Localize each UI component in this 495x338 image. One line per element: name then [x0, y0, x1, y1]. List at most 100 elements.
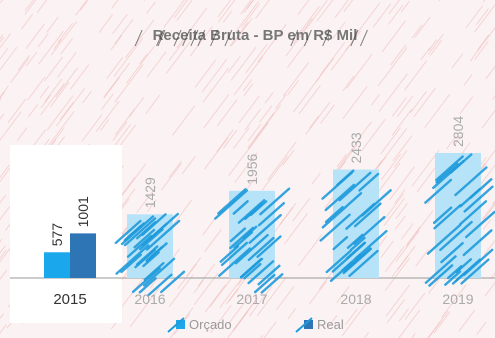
bar-hatch-stroke: [324, 183, 356, 212]
background-scribble: [49, 81, 70, 108]
background-scribble: [146, 199, 157, 212]
background-scribble: [0, 111, 22, 141]
background-scribble: [479, 164, 495, 187]
background-scribble: [216, 99, 238, 127]
bar-hatch-stroke: [259, 187, 291, 216]
background-scribble: [284, 213, 308, 245]
bar-hatch-stroke: [345, 241, 366, 260]
background-scribble: [428, 278, 440, 294]
bar-hatch-stroke: [325, 249, 352, 274]
bar-2015-orcado: [44, 252, 70, 278]
background-scribble: [163, 0, 185, 29]
background-scribble: [247, 112, 275, 149]
background-scribble: [244, 108, 262, 131]
background-scribble: [209, 278, 232, 308]
background-scribble: [243, 0, 255, 14]
bar-hatch-stroke: [143, 262, 165, 281]
background-scribble: [204, 229, 222, 253]
background-scribble: [409, 90, 428, 114]
background-scribble: [372, 3, 392, 28]
background-scribble: [106, 57, 123, 79]
background-scribble: [60, 38, 73, 55]
x-tick-label-2018: 2018: [340, 291, 371, 307]
bar-hatch-stroke: [237, 199, 266, 224]
background-scribble: [75, 0, 88, 16]
background-scribble: [7, 98, 27, 124]
background-scribble: [397, 255, 409, 271]
bar-hatch-stroke: [146, 273, 173, 297]
background-scribble: [398, 309, 421, 338]
background-scribble: [217, 0, 236, 23]
title-scribble: [157, 29, 166, 47]
chart-title: Receita Bruta - BP em R$ Mil: [153, 27, 358, 44]
background-scribble: [79, 0, 89, 11]
background-scribble: [119, 177, 136, 198]
background-scribble: [343, 0, 354, 12]
background-scribble: [371, 94, 380, 106]
background-scribble: [56, 88, 86, 127]
background-scribble: [394, 189, 406, 204]
background-scribble: [44, 110, 75, 151]
background-scribble: [59, 101, 74, 121]
bar-hatch-stroke: [136, 245, 159, 266]
background-scribble: [378, 73, 408, 112]
background-scribble: [384, 257, 410, 291]
background-scribble: [420, 47, 431, 61]
background-scribble: [193, 279, 205, 294]
background-scribble: [27, 76, 46, 101]
labels-group: 577 1001 2015 1429 2016 1956 2017 2433 2018 2804 2…: [49, 116, 474, 308]
background-scribble: [391, 108, 413, 136]
title-scribble: [173, 29, 182, 47]
background-scribble: [474, 41, 489, 61]
background-scribble: [98, 14, 113, 33]
bar-hatch-stroke: [229, 227, 247, 243]
bar-hatch-stroke: [424, 178, 453, 204]
background-scribble: [232, 127, 250, 149]
background-scribble: [57, 22, 73, 44]
background-scribble: [240, 0, 252, 15]
x-tick-label-2015: 2015: [53, 291, 86, 308]
background-scribble: [197, 263, 216, 287]
background-scribble: [390, 44, 407, 66]
title-scribble: [322, 29, 331, 47]
background-scribble: [484, 281, 495, 297]
background-scribble: [230, 17, 253, 47]
background-scribble: [111, 0, 119, 9]
bar-hatch-stroke: [256, 235, 282, 259]
background-scribble: [20, 13, 34, 30]
bar-hatch-stroke: [321, 171, 353, 200]
legend-swatch-orcado: [176, 320, 185, 329]
bar-hatch-stroke: [439, 220, 473, 252]
bar-hatch-stroke: [428, 264, 454, 287]
bar-hatch-stroke: [345, 202, 376, 230]
title-scribble: [156, 29, 165, 47]
bar-hatch-stroke: [324, 205, 344, 224]
background-scribble: [176, 0, 193, 21]
bar-hatch-stroke: [120, 253, 142, 274]
background-scribble: [243, 78, 253, 91]
background-scribble: [298, 85, 321, 115]
bar-hatch-stroke: [257, 264, 281, 286]
background-scribble: [112, 121, 128, 141]
background-scribble: [334, 0, 349, 18]
bar-hatch-stroke: [459, 187, 481, 208]
background-scribble: [234, 152, 258, 184]
background-scribble: [103, 76, 121, 99]
background-scribble: [0, 36, 5, 44]
background-scribble: [275, 94, 287, 110]
data-label-2015-real: 1001: [75, 196, 91, 227]
bar-hatch-stroke: [349, 236, 366, 252]
background-scribble: [126, 45, 155, 84]
background-scribble: [255, 0, 270, 19]
background-scribble: [292, 76, 321, 113]
background-scribble: [263, 321, 277, 338]
background-scribble: [55, 67, 79, 98]
bar-hatch-stroke: [219, 245, 240, 263]
background-scribble: [260, 334, 264, 338]
background-scribble: [285, 20, 313, 57]
bar-hatch-stroke: [432, 159, 465, 190]
background-scribble: [360, 119, 386, 152]
x-tick-label-2017: 2017: [236, 291, 267, 307]
bar-hatch-stroke: [321, 205, 348, 229]
background-scribble: [248, 285, 273, 317]
